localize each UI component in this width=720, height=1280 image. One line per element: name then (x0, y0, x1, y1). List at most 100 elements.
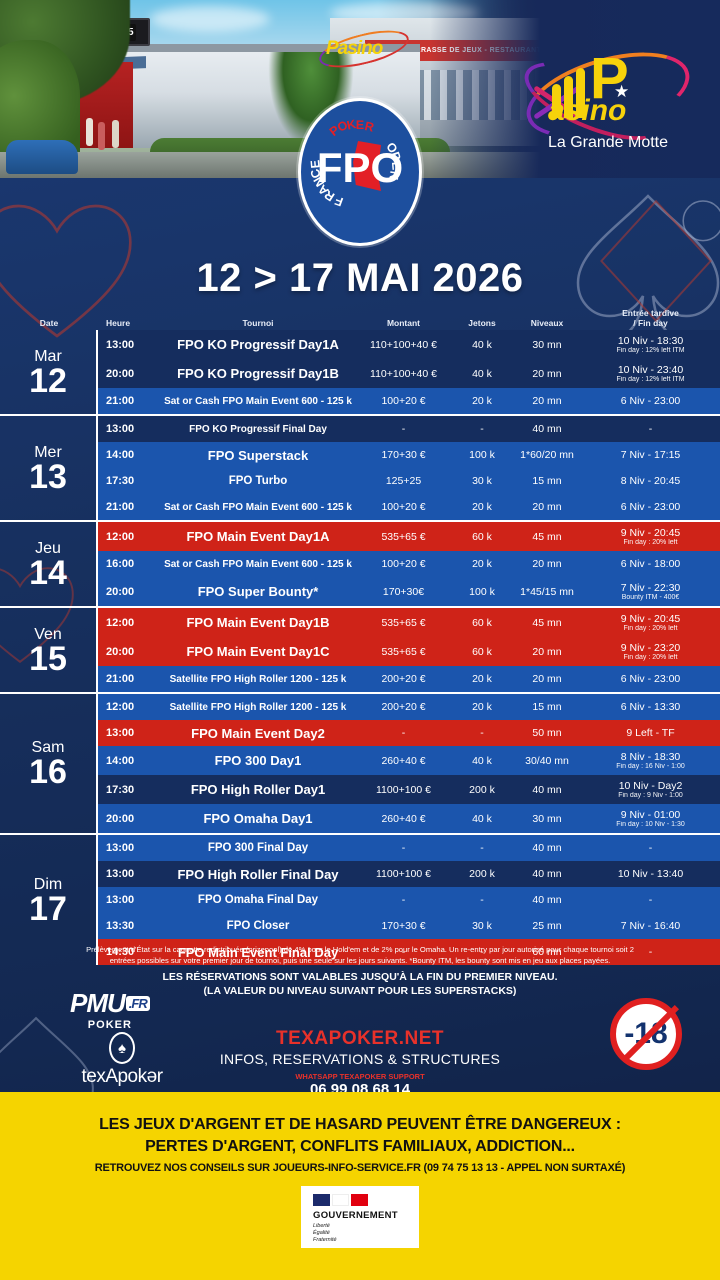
photo-pasino-logo-text: Pasino (326, 38, 383, 59)
table-row[interactable]: 21:00 Satellite FPO High Roller 1200 - 12… (98, 666, 720, 692)
day-rows: 13:00 FPO KO Progressif Day1A 110+100+40 €… (98, 330, 720, 414)
cell-tournoi: FPO KO Progressif Final Day (189, 423, 327, 435)
day-cell: Dim 17 (0, 835, 98, 965)
cell-montant: 200+20 € (381, 701, 426, 713)
cell-entree-tardive: 7 Niv - 22:30 Bounty ITM - 400€ (581, 582, 720, 602)
entree-main: 10 Niv - 13:40 (617, 868, 684, 880)
cell-niveaux: 15 mn (532, 475, 562, 487)
cell-jetons: 60 k (472, 645, 492, 658)
day-group: Sam 16 12:00 Satellite FPO High Roller 1200… (0, 692, 720, 833)
table-row[interactable]: 13:00 FPO 300 Final Day - - 40 mn - (98, 835, 720, 861)
table-row[interactable]: 20:00 FPO KO Progressif Day1B 110+100+40 €… (98, 359, 720, 388)
table-row[interactable]: 20:00 FPO Main Event Day1C 535+65 € 60 k 20 … (98, 637, 720, 666)
car-icon (6, 140, 78, 174)
col-header-heure: Heure (106, 318, 131, 328)
table-row[interactable]: 20:00 FPO Omaha Day1 260+40 € 40 k 30 mn 9 Ni… (98, 804, 720, 833)
warning-line3: RETROUVEZ NOS CONSEILS SUR JOUEURS-INFO-… (94, 1162, 626, 1174)
cell-montant: - (401, 842, 406, 854)
disclaimer-line1: Prélèvement d'État sur la cagnotte redis… (86, 945, 634, 954)
cell-tournoi: Sat or Cash FPO Main Event 600 - 125 k (164, 558, 352, 570)
table-row[interactable]: 13:00 FPO Main Event Day2 - - 50 mn 9 Left - … (98, 720, 720, 746)
cell-entree-tardive: - (581, 894, 720, 906)
entree-main: - (648, 946, 653, 958)
table-row[interactable]: 21:00 Sat or Cash FPO Main Event 600 - 12… (98, 388, 720, 414)
table-row[interactable]: 13:00 FPO KO Progressif Final Day - - 40 mn - (98, 416, 720, 442)
cell-heure: 13:00 (106, 868, 135, 880)
day-rows: 12:00 FPO Main Event Day1A 535+65 € 60 k 45 … (98, 522, 720, 606)
cell-niveaux: 40 mn (532, 842, 562, 854)
table-row[interactable]: 13:00 FPO KO Progressif Day1A 110+100+40 €… (98, 330, 720, 359)
cell-jetons: 100 k (469, 449, 495, 461)
cell-tournoi: FPO Superstack (207, 447, 309, 463)
table-row[interactable]: 16:00 Sat or Cash FPO Main Event 600 - 12… (98, 551, 720, 577)
cell-niveaux: 40 mn (532, 868, 562, 880)
entree-sub: Fin day : 20% left (623, 624, 678, 632)
cell-heure: 12:00 (106, 530, 135, 543)
day-rows: 13:00 FPO KO Progressif Final Day - - 40 mn -… (98, 416, 720, 520)
day-cell: Mar 12 (0, 330, 98, 414)
cell-entree-tardive: 6 Niv - 23:00 (581, 673, 720, 685)
table-row[interactable]: 14:30 FPO Main Event Final Day - - 60 mn - (98, 939, 720, 965)
cell-montant: 535+65 € (381, 645, 426, 658)
cell-jetons: 60 k (472, 530, 492, 543)
table-row[interactable]: 20:00 FPO Super Bounty* 170+30€ 100 k 1*45/1… (98, 577, 720, 606)
day-rows: 13:00 FPO 300 Final Day - - 40 mn - 13:00 FPO H… (98, 835, 720, 965)
entree-main: 9 Left - TF (626, 727, 675, 739)
table-row[interactable]: 12:00 Satellite FPO High Roller 1200 - 12… (98, 694, 720, 720)
cell-jetons: 20 k (472, 501, 492, 513)
gouvernement-logo: GOUVERNEMENT Liberté Égalité Fraternité (301, 1186, 419, 1248)
table-row[interactable]: 17:30 FPO High Roller Day1 1100+100 € 200 k… (98, 775, 720, 804)
entree-main: 10 Niv - 18:30 (617, 334, 684, 347)
table-body: Mar 12 13:00 FPO KO Progressif Day1A 110+100… (0, 330, 720, 965)
cell-heure: 12:00 (106, 616, 135, 629)
table-row[interactable]: 13:00 FPO Omaha Final Day - - 40 mn - (98, 887, 720, 913)
cell-niveaux: 20 mn (532, 673, 562, 685)
cell-jetons: 40 k (472, 367, 492, 380)
entree-sub: Bounty ITM - 400€ (621, 593, 680, 601)
cell-niveaux: 45 mn (532, 530, 562, 543)
entree-main: 10 Niv - 23:40 (617, 363, 684, 376)
cell-heure: 20:00 (106, 367, 135, 380)
cell-jetons: 20 k (472, 673, 492, 685)
cell-heure: 16:00 (106, 558, 135, 570)
table-row[interactable]: 13:30 FPO Closer 170+30 € 30 k 25 mn 7 Niv - … (98, 913, 720, 939)
cell-jetons: - (480, 894, 484, 906)
photo-pasino-logo: Pasino (315, 23, 413, 75)
gambling-warning-banner: LES JEUX D'ARGENT ET DE HASARD PEUVENT Ê… (0, 1092, 720, 1280)
cell-tournoi: FPO High Roller Day1 (190, 782, 326, 797)
table-row[interactable]: 14:00 FPO Superstack 170+30 € 100 k 1*60/20 … (98, 442, 720, 468)
cell-niveaux: 1*45/15 mn (520, 585, 574, 598)
disclaimer-line4: (LA VALEUR DU NIVEAU SUIVANT POUR LES SU… (203, 985, 517, 997)
person-icon (112, 120, 119, 148)
entree-main: 9 Niv - 01:00 (620, 808, 681, 821)
table-row[interactable]: 12:00 FPO Main Event Day1A 535+65 € 60 k 45 … (98, 522, 720, 551)
table-row[interactable]: 12:00 FPO Main Event Day1B 535+65 € 60 k 45 … (98, 608, 720, 637)
fpo-letters: FPO (316, 144, 404, 191)
table-header-row: Date Heure Tournoi Montant Jetons Niveau… (0, 308, 720, 330)
cell-heure: 13:00 (106, 727, 135, 739)
cell-montant: 1100+100 € (376, 783, 431, 796)
cell-heure: 14:30 (106, 946, 135, 958)
table-row[interactable]: 21:00 Sat or Cash FPO Main Event 600 - 12… (98, 494, 720, 520)
day-group: Jeu 14 12:00 FPO Main Event Day1A 535+65 € 60… (0, 520, 720, 606)
table-row[interactable]: 14:00 FPO 300 Day1 260+40 € 40 k 30/40 mn 8 N… (98, 746, 720, 775)
texapoker-logo[interactable]: ♠ texApokər (52, 1032, 192, 1088)
table-row[interactable]: 17:30 FPO Turbo 125+25 30 k 15 mn 8 Niv - 20:… (98, 468, 720, 494)
cell-jetons: 30 k (472, 920, 492, 932)
website-link[interactable]: TEXAPOKER.NET (275, 1028, 445, 1049)
gouvernement-motto: Liberté Égalité Fraternité (313, 1223, 337, 1243)
pmu-logo[interactable]: PMU .FR POKER (70, 988, 150, 1031)
cell-heure: 17:30 (106, 475, 135, 487)
day-cell: Sam 16 (0, 694, 98, 833)
cell-jetons: 40 k (472, 812, 492, 825)
table-row[interactable]: 13:00 FPO High Roller Final Day 1100+100 €… (98, 861, 720, 887)
day-rows: 12:00 FPO Main Event Day1B 535+65 € 60 k 45 … (98, 608, 720, 692)
cell-montant: 260+40 € (381, 754, 426, 767)
cell-entree-tardive: 9 Niv - 20:45 Fin day : 20% left (581, 527, 720, 547)
spade-icon: ♠ (109, 1032, 135, 1064)
entree-sub: Fin day : 16 Niv - 1:00 (616, 762, 685, 770)
day-of-week: Mar (34, 347, 62, 365)
entree-main: - (648, 894, 653, 906)
day-group: Ven 15 12:00 FPO Main Event Day1B 535+65 € 60… (0, 606, 720, 692)
cell-montant: - (401, 423, 406, 435)
